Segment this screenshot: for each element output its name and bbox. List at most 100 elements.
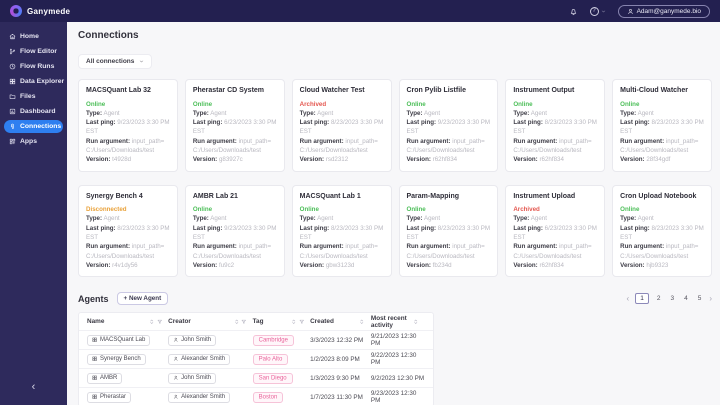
cell-tag: Palo Alto [252,354,310,366]
card-field-label: Last ping: [192,224,223,232]
card-field-label: Last ping: [406,224,437,232]
pagination-next-button[interactable]: › [709,293,712,303]
filter-icon[interactable] [157,319,163,325]
card-field-value: input_path=C:/Users/Downloads/test [299,137,378,154]
chevron-down-icon [601,10,605,12]
agent-name-chip[interactable]: MACSQuant Lab [87,334,151,346]
sidebar-collapse-button[interactable]: ‹ [31,381,36,393]
card-field-version: Version: t4928d [86,155,170,164]
card-field-run_argument: Run argument: input_path=C:/Users/Downlo… [407,242,491,261]
sidebar-item-files[interactable]: Files [4,90,63,103]
card-field-label: Last ping: [86,224,116,232]
card-field-label: Type: [406,109,423,117]
card-field-label: Version: [299,261,325,269]
card-field-label: Version: [513,261,538,269]
connection-card[interactable]: Instrument Output Online Type: Agent Last p… [505,79,606,172]
column-header-created: Created [310,318,371,325]
card-field-value: Agent [317,109,334,117]
tag-chip[interactable]: San Diego [252,373,293,385]
card-field-value: 8/23/2023 3:30 PM EST [86,224,170,241]
grid-icon [92,395,97,400]
card-field-value: 6/23/2023 3:30 PM EST [513,224,597,241]
card-field-label: Last ping: [299,224,330,232]
sort-icon[interactable] [234,319,240,325]
sidebar-item-apps[interactable]: Apps [4,135,63,148]
pagination-page-1[interactable]: 1 [635,293,649,305]
table-row[interactable]: Pherastar Alexander Smith Boston 1/7/2023 1… [79,387,433,405]
status-badge: Online [299,206,319,214]
connection-card[interactable]: Multi-Cloud Watcher Online Type: Agent Last… [612,79,712,172]
sidebar-item-label: Home [20,33,39,40]
card-field-value: Agent [103,109,120,117]
grid-icon [92,357,97,362]
connection-card[interactable]: Pherastar CD System Online Type: Agent Last… [184,79,285,172]
sort-icon[interactable] [359,319,365,325]
connection-card[interactable]: Instrument Upload Archived Type: Agent Last… [505,184,606,278]
card-field-label: Last ping: [513,119,543,127]
card-field-version: Version: rsd2312 [300,155,384,164]
connection-card[interactable]: Cron Upload Notebook Online Type: Agent Las… [612,184,712,278]
filter-icon[interactable] [241,319,247,325]
card-field-label: Type: [513,109,530,117]
table-row[interactable]: Synergy Bench Alexander Smith Palo Alto 1/2… [79,349,433,368]
help-button[interactable]: ? [589,6,606,16]
pagination-page-2[interactable]: 2 [656,295,661,303]
pagination-prev-button[interactable]: ‹ [626,293,630,303]
agent-name-chip[interactable]: Pherastar [87,391,132,403]
column-header-tag: Tag [253,318,310,325]
card-field-value: r62hf834 [539,156,564,164]
card-field-version: Version: r62hf834 [407,155,491,164]
agent-name-chip[interactable]: AMBR [87,372,123,384]
sidebar-item-flow-runs[interactable]: Flow Runs [4,60,63,73]
card-field-value: Agent [423,215,441,223]
help-icon: ? [589,6,599,16]
pagination-page-4[interactable]: 4 [684,295,688,303]
tag-chip[interactable]: Palo Alto [252,354,289,366]
card-field-value: input_path=C:/Users/Downloads/test [406,137,485,154]
connection-card[interactable]: Param-Mapping Online Type: Agent Last ping:… [398,184,499,278]
tag-chip[interactable]: Boston [252,392,284,404]
status-badge: Online [192,206,213,214]
sidebar-item-data-explorer[interactable]: Data Explorer [4,75,64,88]
sidebar-item-flow-editor[interactable]: Flow Editor [4,45,63,58]
table-row[interactable]: MACSQuant Lab John Smith Cambridge 3/3/2023… [79,330,433,349]
card-field-last_ping: Last ping: 9/23/2023 3:30 PM EST [193,224,277,243]
connection-card[interactable]: Cloud Watcher Test Archived Type: Agent Las… [291,79,392,172]
sort-icon[interactable] [413,319,419,325]
creator-chip[interactable]: Alexander Smith [168,391,231,403]
card-field-run_argument: Run argument: input_path=C:/Users/Downlo… [513,137,597,156]
agents-table-header: Name Creator Tag Created Most recent activit… [79,313,433,330]
tag-chip[interactable]: Cambridge [252,335,294,347]
card-field-label: Run argument: [620,243,665,251]
connection-card[interactable]: AMBR Lab 21 Online Type: Agent Last ping: 9… [184,184,285,278]
connection-card[interactable]: Cron Pylib Listfile Online Type: Agent Last… [398,79,499,172]
card-title: Cron Upload Notebook [620,192,697,200]
card-title: MACSQuant Lab 32 [86,87,151,94]
creator-chip[interactable]: John Smith [168,372,217,384]
sort-icon[interactable] [291,319,297,325]
connection-card[interactable]: MACSQuant Lab 1 Online Type: Agent Last pin… [291,184,392,278]
pagination-page-3[interactable]: 3 [670,295,675,303]
connections-filter-label: All connections [86,58,135,65]
new-agent-button[interactable]: + New Agent [116,292,169,306]
notifications-button[interactable] [569,7,578,16]
sort-icon[interactable] [149,319,155,325]
sidebar-item-dashboard[interactable]: Dashboard [4,105,63,118]
pagination-page-5[interactable]: 5 [697,295,702,303]
creator-chip[interactable]: John Smith [168,334,217,346]
connection-card[interactable]: Synergy Bench 4 Disconnected Type: Agent La… [78,184,178,278]
card-field-last_ping: Last ping: 8/23/2023 3:30 PM EST [620,118,704,137]
filter-icon[interactable] [299,319,305,325]
card-field-value: input_path=C:/Users/Downloads/test [406,243,485,260]
sidebar-item-connections[interactable]: Connections [4,120,63,133]
sidebar-item-home[interactable]: Home [4,30,63,43]
user-menu-button[interactable]: Adam@ganymede.bio [617,4,710,18]
card-field-type: Type: Agent [407,109,491,118]
connections-filter-dropdown[interactable]: All connections [78,54,153,69]
table-row[interactable]: AMBR John Smith San Diego 1/3/2023 9:30 PM 9… [79,368,433,387]
creator-chip[interactable]: Alexander Smith [168,353,231,365]
card-field-last_ping: Last ping: 8/23/2023 3:30 PM EST [300,118,384,137]
connection-card[interactable]: MACSQuant Lab 32 Online Type: Agent Last pi… [78,79,178,172]
agent-name-chip[interactable]: Synergy Bench [87,353,146,365]
card-field-value: input_path=C:/Users/Downloads/test [192,137,272,154]
